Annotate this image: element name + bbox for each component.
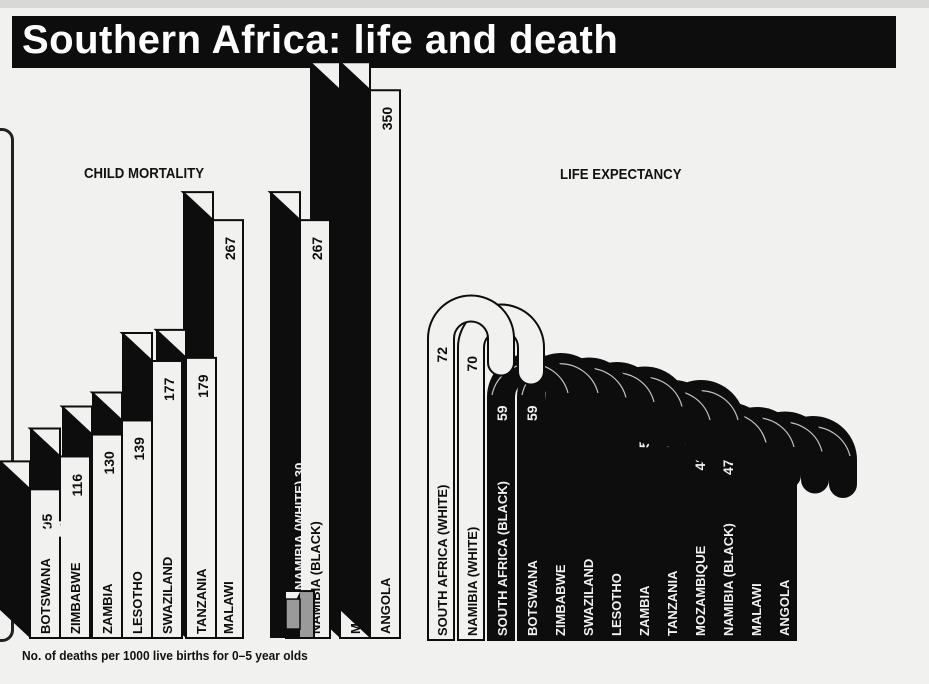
bar-value-zambia: 130 bbox=[101, 451, 117, 475]
bar-label-swaziland: SWAZILAND bbox=[160, 557, 175, 634]
bar-side-botswana bbox=[0, 461, 30, 638]
title-bar: Southern Africa: life and death bbox=[12, 16, 896, 68]
chart-footnote: No. of deaths per 1000 live births for 0… bbox=[22, 648, 308, 663]
bar-angola bbox=[369, 89, 401, 639]
stick-label-tanzania: TANZANIA bbox=[665, 570, 680, 636]
bar-malawi bbox=[212, 219, 244, 640]
stick-label-swaziland: SWAZILAND bbox=[581, 559, 596, 636]
bar-tanzania bbox=[185, 356, 217, 639]
page-title: Southern Africa: life and death bbox=[22, 18, 619, 62]
bar-value-swaziland: 177 bbox=[161, 377, 177, 401]
stick-value-namibia-white: 70 bbox=[464, 356, 480, 372]
bar-label-namibia-white: NAMIBIA (WHITE) 30 bbox=[292, 463, 307, 590]
stick-south-africa-white bbox=[427, 294, 515, 641]
stick-label-malawi: MALAWI bbox=[749, 583, 764, 636]
bar-botswana bbox=[29, 488, 61, 640]
bar-label-tanzania: TANZANIA bbox=[194, 568, 209, 634]
bar-value-angola: 350 bbox=[379, 107, 395, 131]
stick-label-zimbabwe: ZIMBABWE bbox=[553, 564, 568, 636]
stick-value-south-africa-black: 59 bbox=[494, 405, 510, 421]
stick-value-botswana: 59 bbox=[524, 405, 540, 421]
stick-label-lesotho: LESOTHO bbox=[609, 573, 624, 636]
bar-lesotho bbox=[121, 419, 153, 639]
child-mortality-title: CHILD MORTALITY bbox=[84, 165, 205, 182]
life-expectancy-title: LIFE EXPECTANCY bbox=[560, 166, 682, 183]
stick-label-botswana: BOTSWANA bbox=[525, 560, 540, 636]
stick-label-south-africa-black: SOUTH AFRICA (BLACK) bbox=[495, 481, 510, 636]
stick-label-angola: ANGOLA bbox=[777, 579, 792, 636]
bar-label-zimbabwe: ZIMBABWE bbox=[68, 562, 83, 634]
bar-value-zimbabwe: 116 bbox=[69, 474, 85, 497]
stick-value-south-africa-white: 72 bbox=[434, 347, 450, 363]
bar-side-angola bbox=[340, 62, 370, 638]
bar-label-angola: ANGOLA bbox=[378, 577, 393, 634]
tombstone-text: RIP bbox=[33, 515, 73, 545]
bar-value-namibia-black: 267 bbox=[309, 237, 325, 261]
bar-zimbabwe bbox=[59, 455, 91, 639]
bar-label-zambia: ZAMBIA bbox=[100, 583, 115, 634]
bar-value-lesotho: 139 bbox=[131, 437, 147, 461]
bar-namibia-black-block bbox=[270, 220, 300, 638]
bar-value-tanzania: 179 bbox=[195, 374, 211, 398]
bar-value-malawi: 267 bbox=[222, 237, 238, 261]
bar-label-lesotho: LESOTHO bbox=[130, 571, 145, 634]
bar-zambia bbox=[91, 433, 123, 639]
namibia-white-fill bbox=[285, 598, 301, 630]
bar-value-botswana: 95 bbox=[39, 514, 55, 530]
bar-label-malawi: MALAWI bbox=[221, 581, 236, 634]
bar-swaziland bbox=[151, 359, 183, 639]
top-strip bbox=[0, 0, 929, 8]
stick-label-namibia-white: NAMIBIA (WHITE) bbox=[465, 527, 480, 636]
stick-label-zambia: ZAMBIA bbox=[637, 585, 652, 636]
stick-label-mozambique: MOZAMBIQUE bbox=[693, 545, 708, 636]
stick-value-namibia-black: 47 bbox=[720, 459, 736, 475]
bar-label-botswana: BOTSWANA bbox=[38, 558, 53, 634]
stick-label-namibia-black: NAMIBIA (BLACK) bbox=[721, 523, 736, 636]
stick-label-south-africa-white: SOUTH AFRICA (WHITE) bbox=[435, 485, 450, 636]
left-frame bbox=[0, 128, 14, 642]
